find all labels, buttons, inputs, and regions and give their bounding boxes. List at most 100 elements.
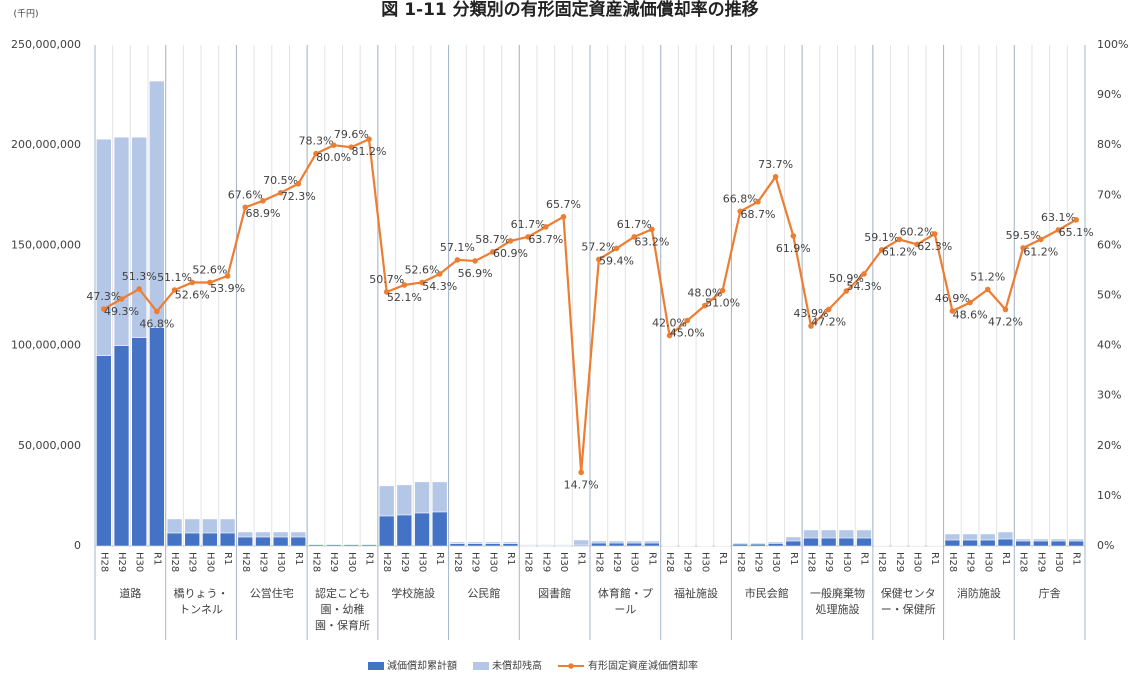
bar: [325, 543, 342, 546]
x-tick-label: H29: [187, 552, 198, 572]
data-label: 48.0%: [687, 287, 722, 300]
bar: [838, 537, 855, 547]
y2-tick-label: 30%: [1097, 389, 1121, 402]
line-point: [596, 256, 602, 263]
data-label: 51.0%: [705, 296, 740, 309]
x-tick-label: H28: [240, 552, 251, 572]
line-point: [436, 271, 443, 277]
bar: [202, 518, 218, 534]
data-label: 79.6%: [334, 128, 369, 141]
bar: [644, 540, 660, 544]
x-tick-label: H28: [947, 552, 958, 572]
data-label: 73.7%: [758, 158, 793, 171]
bar: [962, 539, 978, 547]
line-point: [419, 279, 425, 286]
line-point: [878, 247, 885, 253]
x-tick-label: H30: [982, 552, 993, 572]
data-label: 70.5%: [263, 174, 298, 187]
data-label: 80.0%: [316, 151, 351, 164]
x-tick-label: H28: [664, 552, 675, 572]
bar: [750, 542, 766, 545]
bar: [732, 543, 748, 547]
x-tick-label: H28: [169, 552, 180, 572]
data-label: 50.7%: [369, 273, 404, 286]
line-point: [861, 271, 867, 277]
line-point: [931, 231, 938, 237]
group-label: 体育館・プール: [597, 587, 653, 616]
bar: [502, 541, 519, 544]
bar: [1068, 540, 1084, 547]
bar: [219, 518, 236, 534]
bar: [608, 542, 625, 547]
x-tick-label: R1: [929, 552, 940, 565]
group-label: 学校施設: [391, 587, 436, 600]
x-tick-label: H28: [593, 552, 604, 572]
x-tick-label: H30: [1053, 552, 1064, 572]
y2-tick-label: 60%: [1097, 238, 1121, 251]
bar: [626, 542, 642, 547]
x-tick-label: H29: [965, 552, 976, 572]
bar: [432, 511, 448, 547]
x-tick-label: H29: [894, 552, 905, 572]
bar: [538, 544, 554, 546]
y2-tick-label: 40%: [1097, 339, 1121, 352]
group-label: 保健センター・保健所: [880, 587, 936, 616]
line-point: [896, 236, 903, 243]
bar: [1015, 540, 1031, 547]
x-tick-label: H30: [204, 552, 215, 572]
bar: [485, 543, 501, 547]
data-label: 61.7%: [511, 218, 546, 231]
bar: [838, 529, 855, 539]
x-tick-label: R1: [293, 552, 304, 565]
bar: [414, 512, 430, 547]
group-label: 庁舎: [1038, 587, 1061, 600]
bar: [644, 542, 660, 547]
x-tick-label: H28: [523, 552, 534, 572]
data-label: 58.7%: [475, 233, 510, 246]
bar: [1050, 538, 1067, 542]
line-point: [702, 302, 708, 309]
x-tick-label: H30: [275, 552, 286, 572]
bar: [432, 481, 448, 513]
x-tick-label: H29: [682, 552, 693, 572]
y-tick-label: 50,000,000: [18, 439, 81, 452]
line-point: [207, 279, 213, 286]
line-point: [525, 234, 531, 240]
data-label: 51.3%: [122, 270, 157, 283]
bar: [980, 539, 996, 547]
line-point: [984, 286, 991, 293]
x-tick-label: H28: [452, 552, 463, 572]
bar: [750, 543, 766, 547]
bar: [396, 484, 413, 516]
data-label: 61.9%: [776, 242, 811, 255]
data-label: 68.7%: [740, 208, 775, 221]
group-label: 一般廃棄物処理施設: [809, 587, 865, 616]
x-tick-label: R1: [859, 552, 870, 565]
line-point: [383, 289, 390, 295]
data-label: 78.3%: [299, 135, 334, 148]
data-label: 65.7%: [546, 198, 581, 211]
x-tick-label: H28: [876, 552, 887, 572]
legend-label: 有形固定資産減価償却率: [588, 659, 698, 672]
x-tick-label: H30: [629, 552, 640, 572]
bar: [1050, 540, 1067, 547]
data-label: 56.9%: [458, 267, 493, 280]
data-label: 48.6%: [953, 309, 988, 322]
x-tick-label: R1: [1071, 552, 1082, 565]
bar: [467, 541, 483, 544]
bar: [1068, 538, 1084, 542]
line-point: [295, 180, 302, 187]
bar: [379, 515, 395, 547]
bar: [820, 529, 837, 539]
data-label: 66.8%: [723, 192, 758, 205]
data-label: 51.2%: [970, 270, 1005, 283]
line-point: [277, 189, 284, 196]
data-label: 43.9%: [794, 307, 829, 320]
bar: [219, 532, 236, 547]
data-label: 52.6%: [175, 288, 210, 301]
bar: [184, 532, 200, 547]
y2-tick-label: 90%: [1097, 88, 1121, 101]
data-label: 53.9%: [210, 282, 245, 295]
line-point: [154, 308, 160, 315]
bar: [820, 537, 837, 547]
